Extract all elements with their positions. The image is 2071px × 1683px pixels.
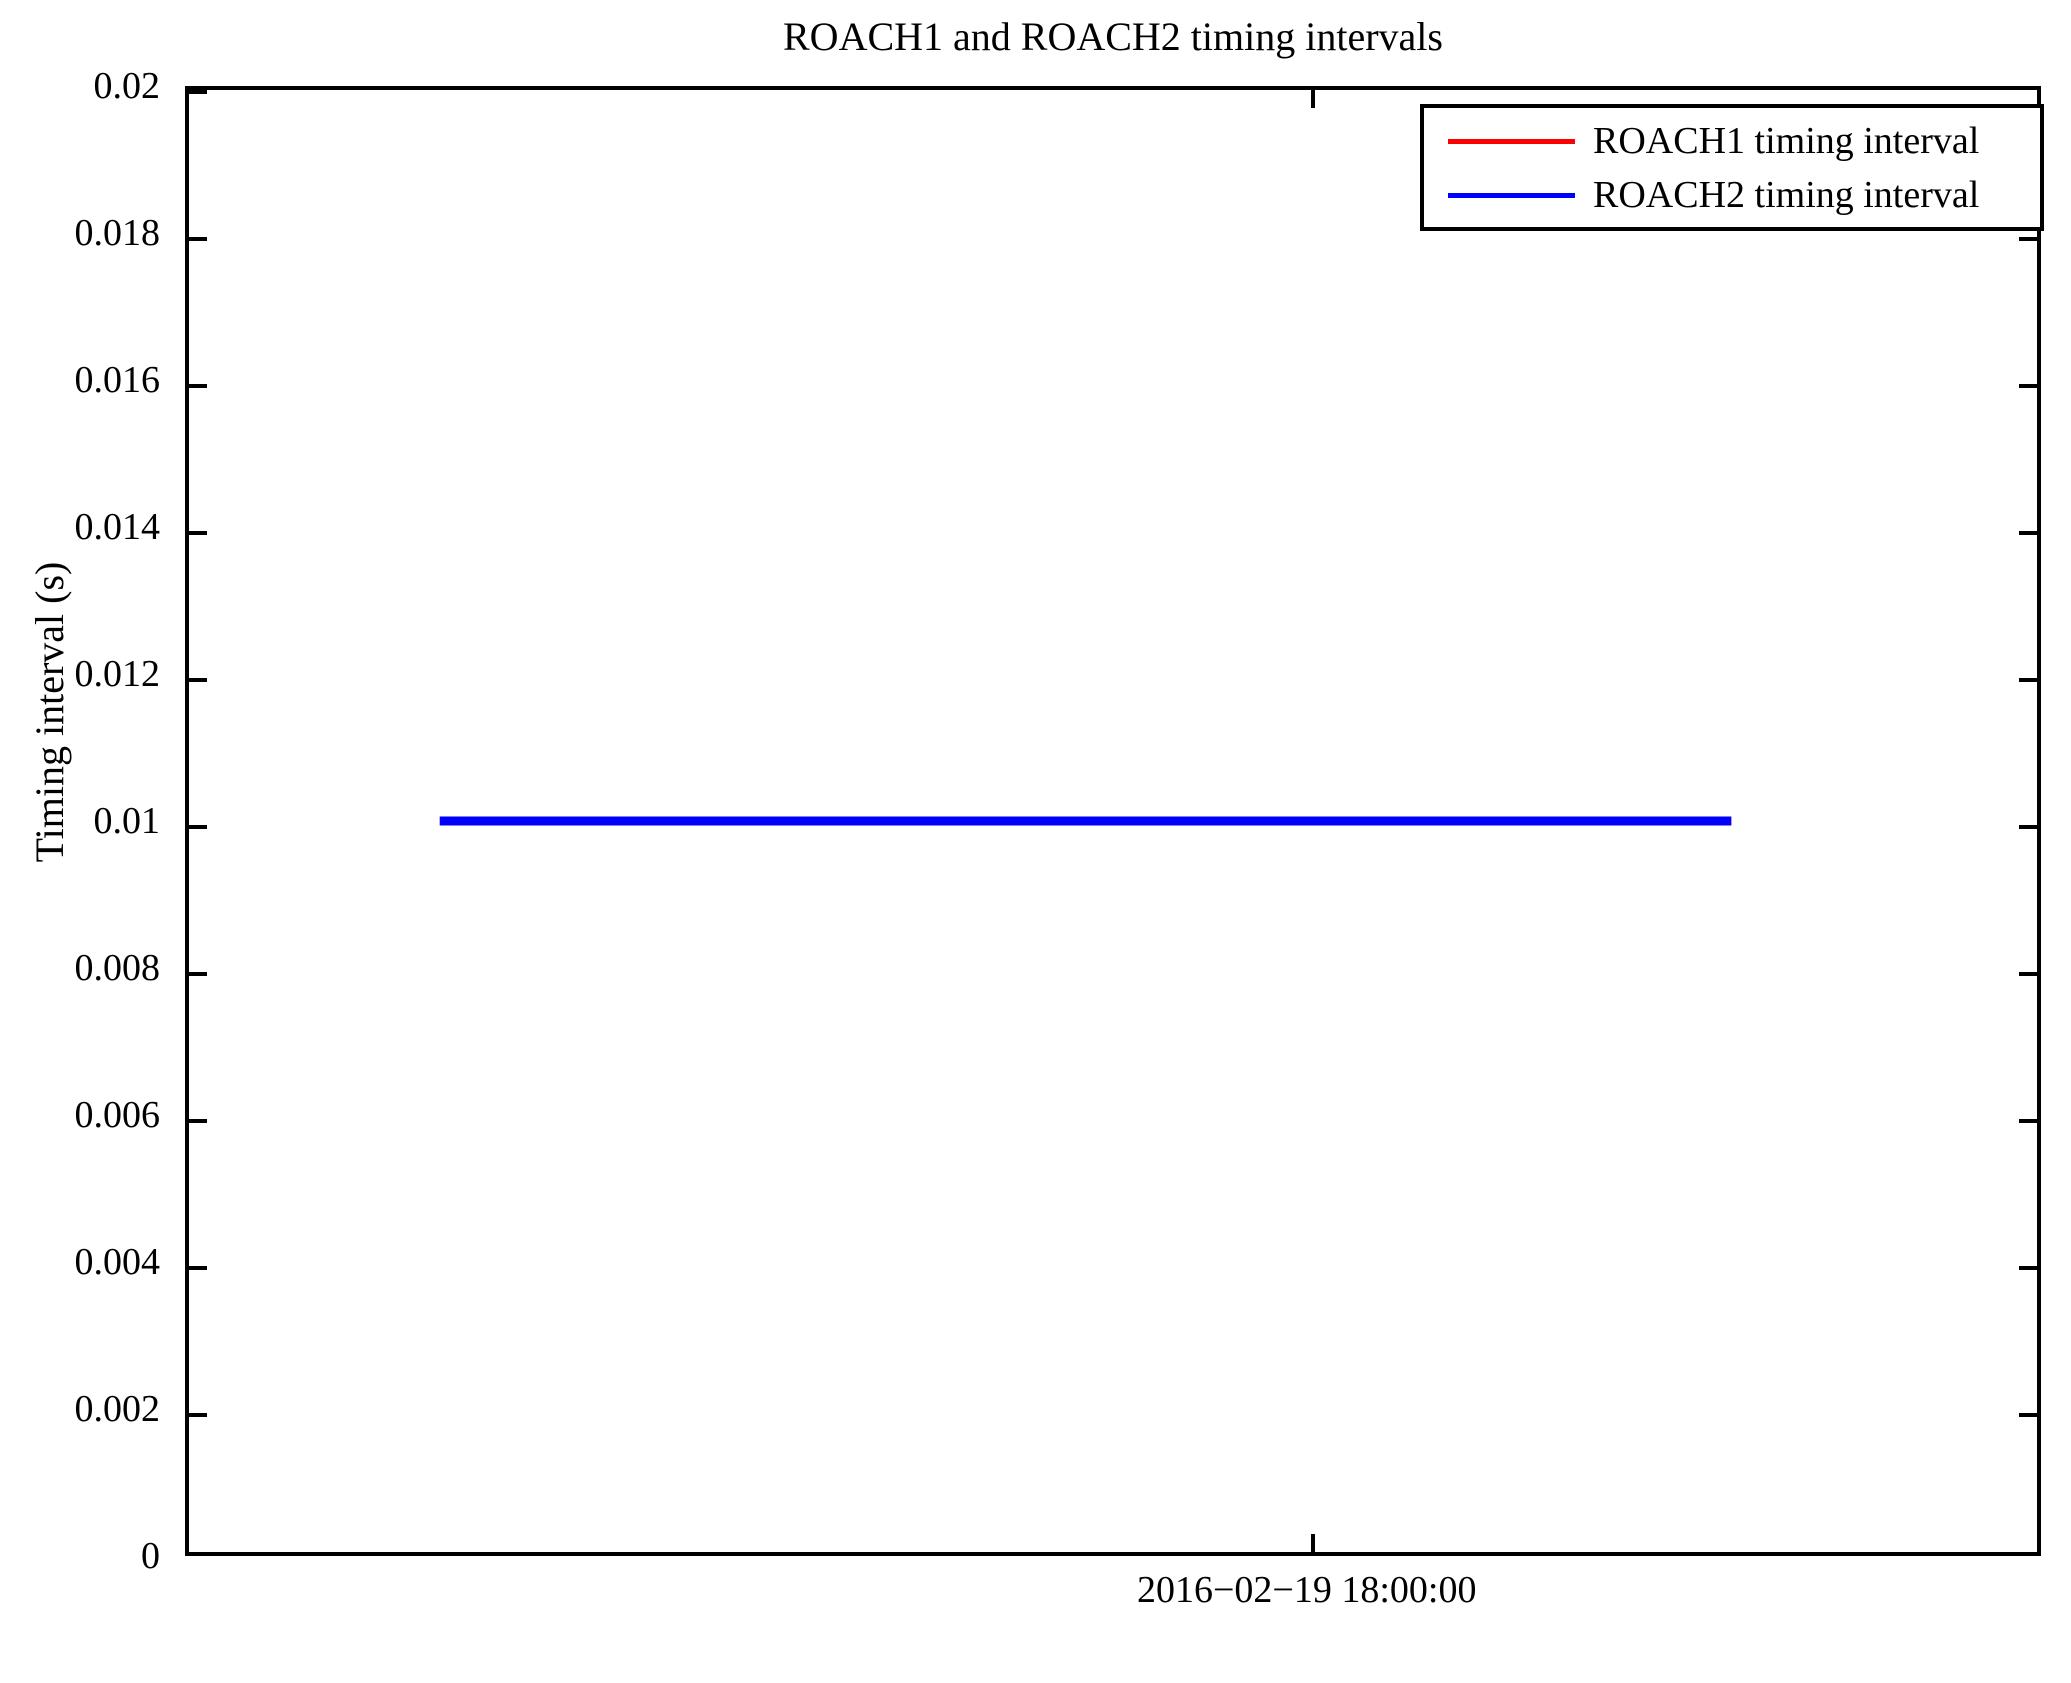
legend-color-swatch-roach2	[1448, 192, 1575, 198]
y-tick-label-0.018: 0.018	[74, 212, 161, 254]
y-tick-label-0.004: 0.004	[74, 1241, 161, 1283]
legend-label-roach1: ROACH1 timing interval	[1593, 120, 1980, 162]
y-tick-mark-right-0.002	[2019, 1413, 2037, 1417]
y-tick-mark-right-0.008	[2019, 972, 2037, 976]
legend-color-swatch-roach1	[1448, 138, 1575, 144]
y-tick-mark-left-0.008	[189, 972, 207, 976]
chart-title: ROACH1 and ROACH2 timing intervals	[783, 14, 1443, 59]
y-tick-mark-left-0.018	[189, 237, 207, 241]
y-tick-label-0.006: 0.006	[74, 1094, 161, 1136]
y-tick-mark-right-0.016	[2019, 384, 2037, 388]
legend[interactable]: ROACH1 timing interval ROACH2 timing int…	[1420, 104, 2044, 231]
y-tick-mark-right-0.012	[2019, 678, 2037, 682]
y-tick-label-0.01: 0.01	[93, 800, 161, 842]
series-lines	[439, 816, 1732, 826]
y-tick-mark-right-0.018	[2019, 237, 2037, 241]
y-tick-mark-left-0.012	[189, 678, 207, 682]
plot-area	[189, 90, 2037, 1552]
y-tick-label-0.008: 0.008	[74, 947, 161, 989]
legend-label-roach2: ROACH2 timing interval	[1593, 174, 1980, 216]
y-tick-label-0.012: 0.012	[74, 653, 161, 695]
y-tick-label-0.002: 0.002	[74, 1388, 161, 1430]
y-tick-mark-left-0.004	[189, 1266, 207, 1270]
legend-entry-roach1[interactable]: ROACH1 timing interval	[1424, 116, 2040, 166]
y-tick-mark-left-0.014	[189, 531, 207, 535]
y-tick-label-0.016: 0.016	[74, 359, 161, 401]
y-tick-mark-left-0.016	[189, 384, 207, 388]
y-tick-mark-right-0.01	[2019, 825, 2037, 829]
y-tick-label-0: 0	[141, 1535, 160, 1577]
y-tick-mark-right-0.014	[2019, 531, 2037, 535]
y-tick-mark-left-0.006	[189, 1119, 207, 1123]
x-tick-label-0: 2016−02−19 18:00:00	[1136, 1569, 1477, 1611]
plot-axes-frame	[185, 86, 2041, 1556]
legend-entry-roach2[interactable]: ROACH2 timing interval	[1424, 170, 2040, 220]
y-tick-mark-right-0.004	[2019, 1266, 2037, 1270]
y-tick-label-0.02: 0.02	[93, 65, 161, 107]
y-tick-label-0.014: 0.014	[74, 506, 161, 548]
x-tick-mark-top-0	[1310, 90, 1315, 108]
y-tick-mark-left-0.02	[189, 90, 207, 94]
y-tick-mark-right-0.006	[2019, 1119, 2037, 1123]
y-tick-mark-left-0.002	[189, 1413, 207, 1417]
x-tick-mark-bottom-0	[1310, 1534, 1315, 1552]
y-tick-mark-left-0.01	[189, 825, 207, 829]
